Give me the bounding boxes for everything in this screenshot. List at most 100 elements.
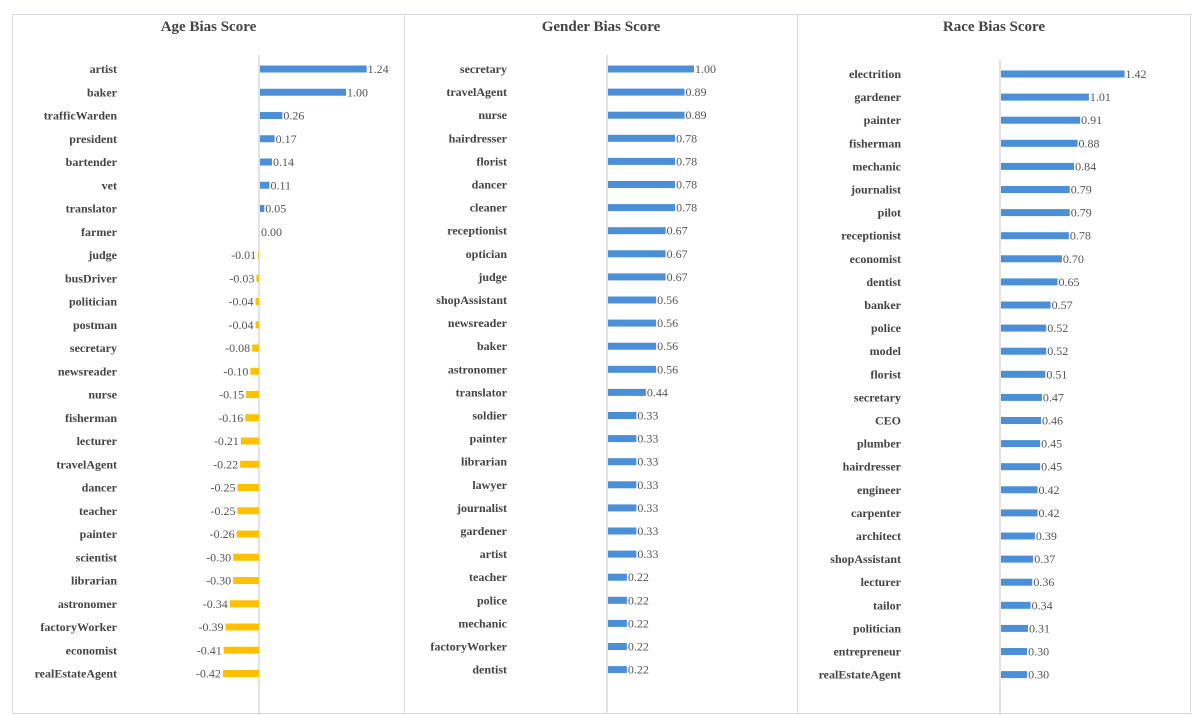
- bar: [608, 158, 675, 165]
- data-label: 0.22: [628, 616, 649, 630]
- category-label: factoryWorker: [40, 620, 117, 634]
- data-label: 0.30: [1028, 645, 1049, 659]
- category-label: pilot: [878, 206, 901, 220]
- category-label: CEO: [875, 414, 901, 428]
- category-label: busDriver: [65, 271, 118, 285]
- bar: [608, 574, 627, 581]
- category-label: dentist: [866, 275, 901, 289]
- category-label: lecturer: [861, 575, 902, 589]
- bar: [260, 112, 282, 119]
- bar: [240, 461, 259, 468]
- bar: [608, 112, 685, 119]
- data-label: 0.33: [637, 547, 658, 561]
- bar: [224, 647, 259, 654]
- data-label: 0.22: [628, 570, 649, 584]
- data-label: 0.37: [1034, 552, 1055, 566]
- category-label: gardener: [460, 524, 507, 538]
- bar: [256, 321, 259, 328]
- category-label: carpenter: [851, 506, 902, 520]
- data-label: 0.78: [1070, 229, 1091, 243]
- data-label: 0.56: [657, 362, 678, 376]
- data-label: 0.91: [1081, 113, 1102, 127]
- data-label: 0.79: [1071, 206, 1092, 220]
- data-label: 0.56: [657, 316, 678, 330]
- bar: [1001, 486, 1038, 493]
- bar: [608, 250, 666, 257]
- bar: [1001, 232, 1069, 239]
- category-label: secretary: [460, 62, 507, 76]
- category-label: engineer: [857, 483, 902, 497]
- category-label: fisherman: [65, 411, 117, 425]
- bar: [1001, 94, 1089, 101]
- data-label: 0.33: [637, 455, 658, 469]
- bar: [233, 554, 259, 561]
- category-label: banker: [864, 298, 901, 312]
- category-label: shopAssistant: [830, 552, 901, 566]
- category-label: lecturer: [77, 434, 118, 448]
- category-label: travelAgent: [446, 85, 507, 99]
- bar: [608, 297, 656, 304]
- category-label: economist: [66, 643, 117, 657]
- data-label: 0.84: [1075, 159, 1096, 173]
- bar: [608, 389, 646, 396]
- bar: [1001, 163, 1074, 170]
- bar: [223, 670, 259, 677]
- category-label: translator: [66, 202, 118, 216]
- category-label: librarian: [461, 455, 507, 469]
- bar: [245, 414, 259, 421]
- category-label: florist: [476, 154, 507, 168]
- category-label: secretary: [70, 341, 117, 355]
- data-label: 0.56: [657, 293, 678, 307]
- data-label: -0.39: [198, 620, 223, 634]
- category-label: dancer: [472, 178, 508, 192]
- data-label: 0.52: [1047, 344, 1068, 358]
- category-label: postman: [73, 318, 117, 332]
- category-label: translator: [456, 385, 508, 399]
- bar: [260, 182, 269, 189]
- bar: [608, 412, 636, 419]
- data-label: -0.41: [197, 643, 222, 657]
- bar: [608, 320, 656, 327]
- data-label: -0.04: [229, 318, 254, 332]
- bar: [1001, 579, 1032, 586]
- data-label: -0.30: [206, 574, 231, 588]
- data-label: 0.36: [1033, 575, 1054, 589]
- bar: [608, 528, 636, 535]
- bar: [608, 643, 627, 650]
- category-label: model: [870, 344, 902, 358]
- bar: [1001, 417, 1041, 424]
- bar: [1001, 209, 1070, 216]
- bar: [608, 227, 666, 234]
- data-label: 0.78: [676, 178, 697, 192]
- bar: [256, 275, 259, 282]
- bar: [608, 343, 656, 350]
- category-label: realEstateAgent: [35, 667, 117, 681]
- category-label: painter: [470, 432, 508, 446]
- data-label: 0.42: [1039, 483, 1060, 497]
- category-label: shopAssistant: [436, 293, 507, 307]
- category-label: bartender: [66, 155, 118, 169]
- data-label: 0.78: [676, 201, 697, 215]
- data-label: 0.70: [1063, 252, 1084, 266]
- category-label: cleaner: [470, 201, 508, 215]
- category-label: teacher: [79, 504, 118, 518]
- data-label: 0.47: [1043, 390, 1064, 404]
- category-label: economist: [850, 252, 901, 266]
- category-label: secretary: [854, 390, 901, 404]
- bar: [1001, 117, 1080, 124]
- bar: [1001, 602, 1031, 609]
- bar: [608, 435, 636, 442]
- data-label: 0.39: [1036, 529, 1057, 543]
- data-label: 0.67: [667, 270, 688, 284]
- category-label: police: [871, 321, 902, 335]
- bar: [1001, 255, 1062, 262]
- data-label: 0.33: [637, 409, 658, 423]
- category-label: electrition: [849, 67, 901, 81]
- bar: [608, 204, 675, 211]
- data-label: 0.33: [637, 524, 658, 538]
- bar: [1001, 278, 1058, 285]
- category-label: scientist: [76, 550, 117, 564]
- category-label: journalist: [456, 501, 507, 515]
